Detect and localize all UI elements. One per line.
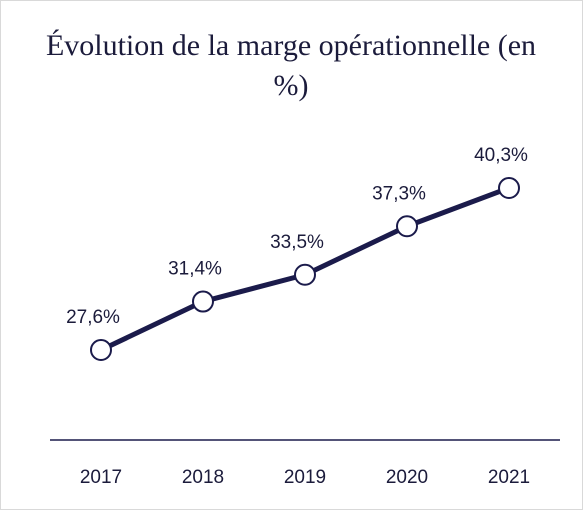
x-tick-label: 2019 <box>284 467 326 488</box>
marker <box>294 263 316 286</box>
data-label: 40,3% <box>474 145 528 166</box>
chart-title: Évolution de la marge opérationnelle (en… <box>45 29 537 102</box>
marker <box>192 290 214 313</box>
x-tick-label: 2020 <box>386 467 428 488</box>
marker <box>498 176 520 199</box>
data-label: 31,4% <box>168 259 222 280</box>
marker <box>90 339 112 362</box>
marker <box>396 215 418 238</box>
x-tick-label: 2018 <box>182 467 224 488</box>
data-label: 27,6% <box>66 307 120 328</box>
x-tick-label: 2021 <box>488 467 530 488</box>
data-label: 33,5% <box>270 232 324 253</box>
x-tick-label: 2017 <box>80 467 122 488</box>
data-label: 37,3% <box>372 183 426 204</box>
